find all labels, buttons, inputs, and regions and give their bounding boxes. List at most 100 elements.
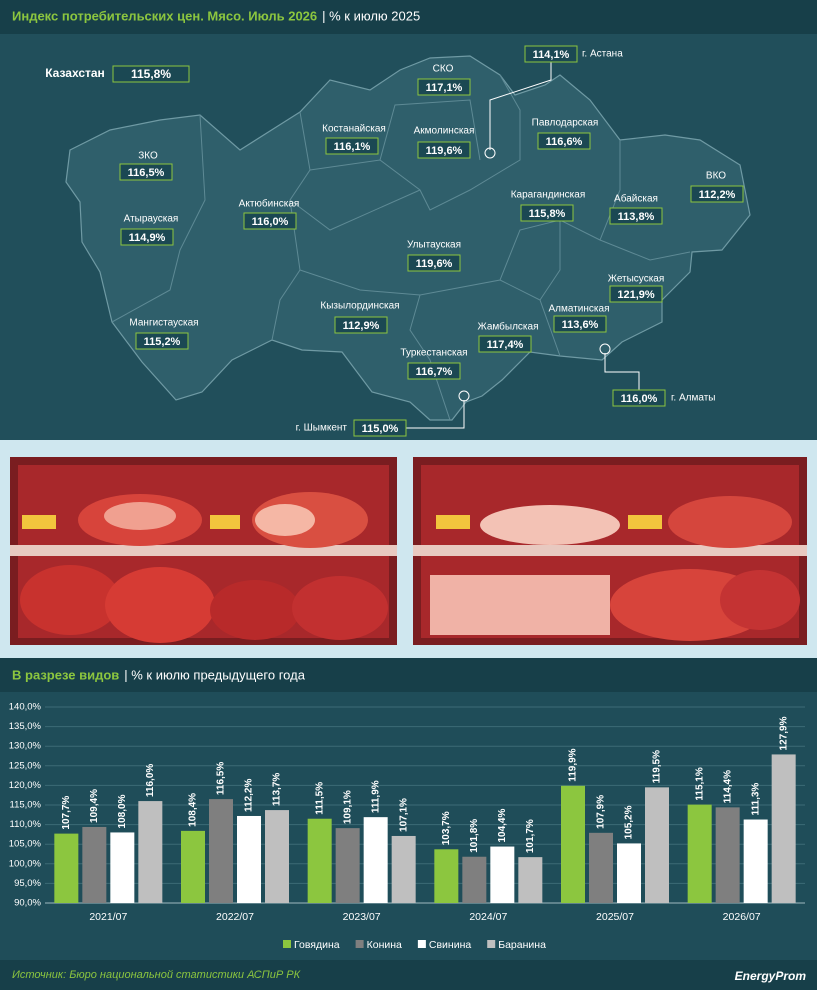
value-label: 103,7%	[441, 811, 452, 845]
shelf-edge	[10, 545, 397, 556]
region-value: 115,0%	[362, 423, 399, 435]
x-tick-label: 2021/07	[89, 911, 127, 923]
border	[111, 114, 206, 323]
region-name: Мангистауская	[129, 318, 198, 329]
border	[299, 140, 621, 296]
value-box	[135, 332, 189, 350]
value-box	[612, 389, 666, 407]
value-label: 108,4%	[188, 793, 199, 827]
value-box	[353, 419, 407, 437]
value-box	[690, 185, 744, 203]
bar	[82, 826, 107, 903]
value-label: 116,5%	[216, 762, 227, 795]
source: Источник: Бюро национальной статистики А…	[12, 969, 301, 981]
bar	[490, 846, 515, 903]
legend-swatch	[487, 940, 496, 948]
region-name: Кызылординская	[320, 301, 399, 312]
value-label: 101,8%	[469, 819, 480, 853]
pin	[458, 390, 470, 402]
y-tick-label: 100,0%	[9, 858, 42, 869]
value-label: 111,3%	[750, 783, 761, 816]
y-tick-label: 140,0%	[9, 702, 42, 713]
region-value: 115,8%	[131, 67, 171, 81]
pins	[406, 62, 640, 429]
y-tick-label: 110,0%	[9, 819, 41, 830]
chart-title: В разрезе видов	[12, 667, 119, 682]
region-name: ВКО	[706, 171, 726, 182]
bar	[645, 787, 669, 903]
value-label: 112,2%	[244, 779, 255, 812]
value-label: 115,1%	[694, 767, 705, 800]
x-tick-label: 2024/07	[469, 911, 507, 923]
y-tick-label: 125,0%	[9, 760, 42, 771]
border	[599, 239, 691, 261]
legend-swatch	[283, 940, 291, 948]
bar	[237, 815, 261, 903]
chart-subtitle: | % к июлю предыдущего года	[124, 667, 305, 682]
value-box	[407, 254, 461, 272]
value-box	[520, 204, 574, 222]
bar	[363, 817, 388, 903]
region-value: 116,5%	[128, 167, 165, 179]
footer-bar	[0, 960, 817, 990]
bar	[434, 849, 459, 903]
price-tag	[210, 515, 240, 529]
bar	[715, 807, 740, 903]
bar	[391, 835, 416, 903]
region-name: Туркестанская	[400, 348, 467, 359]
region-value: 119,6%	[426, 145, 463, 157]
bar	[561, 785, 585, 903]
region-name: Казахстан	[45, 66, 105, 80]
value-box	[609, 207, 663, 225]
y-tick-label: 90,0%	[14, 898, 41, 909]
region-value: 112,2%	[699, 189, 736, 201]
region-value: 115,2%	[144, 336, 181, 348]
region-value: 113,8%	[618, 211, 655, 223]
bar	[110, 832, 135, 903]
legend-label: Конина	[367, 939, 402, 951]
region-value: 116,0%	[621, 393, 658, 405]
value-label: 111,5%	[314, 782, 325, 815]
region-name: Костанайская	[322, 124, 386, 135]
shelf-edge	[413, 545, 807, 556]
legend-swatch	[417, 940, 426, 948]
meat-display-right	[413, 457, 807, 645]
region-name: Павлодарская	[532, 118, 599, 129]
value-label: 127,9%	[778, 716, 789, 750]
region-value: 114,1%	[533, 49, 570, 61]
value-label: 107,7%	[61, 796, 72, 830]
value-label: 109,1%	[342, 790, 353, 824]
value-label: 101,7%	[525, 819, 536, 853]
bar	[138, 801, 163, 903]
price-tag	[22, 515, 56, 529]
region-value: 116,7%	[416, 366, 453, 378]
chart-background	[0, 692, 817, 960]
region-name: Атырауская	[124, 214, 179, 225]
value-label: 107,9%	[596, 795, 607, 829]
legend-label: Свинина	[429, 939, 471, 951]
meat	[104, 502, 176, 530]
value-box	[553, 315, 607, 333]
y-tick-label: 115,0%	[9, 800, 41, 811]
value-box	[112, 65, 190, 83]
value-label: 107,1%	[398, 798, 409, 832]
bar	[518, 857, 543, 903]
border	[289, 189, 421, 231]
value-box	[417, 78, 471, 96]
value-box	[119, 163, 173, 181]
bar	[589, 832, 613, 903]
logo: EnergyProm	[735, 969, 807, 983]
bar	[54, 833, 79, 903]
value-label: 104,4%	[497, 809, 508, 843]
value-label: 109,4%	[89, 789, 100, 823]
header-subtitle: | % к июлю 2025	[322, 8, 420, 23]
region-name: Актюбинская	[239, 198, 300, 210]
value-label: 119,9%	[568, 748, 579, 781]
map-labels: Казахстан 115,8% СКО 117,1% г. Астана 114,1% К…	[45, 45, 744, 437]
value-box	[325, 137, 379, 155]
border	[379, 99, 481, 161]
value-label: 108,0%	[117, 794, 128, 828]
pin	[599, 343, 611, 355]
